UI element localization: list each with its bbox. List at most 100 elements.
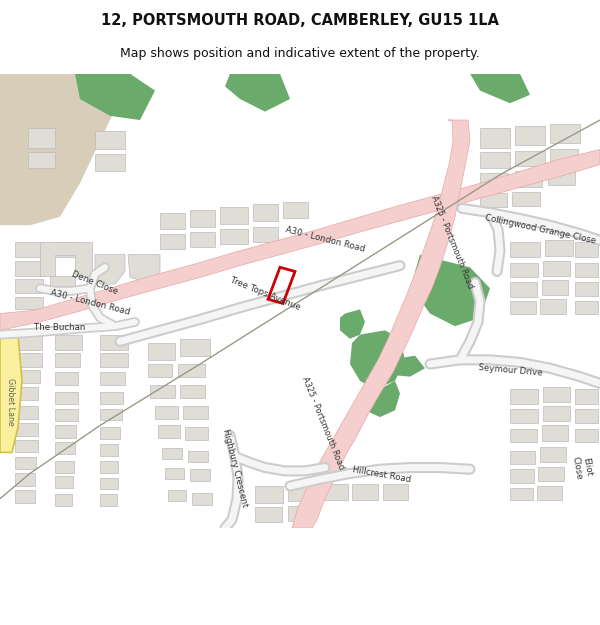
Polygon shape: [150, 385, 175, 398]
Polygon shape: [15, 423, 38, 436]
Polygon shape: [575, 429, 598, 442]
Polygon shape: [100, 372, 125, 385]
Text: The Buchan: The Buchan: [34, 323, 86, 332]
Polygon shape: [0, 149, 600, 331]
Polygon shape: [548, 171, 575, 185]
Polygon shape: [28, 152, 55, 168]
Polygon shape: [160, 213, 185, 229]
Polygon shape: [50, 242, 78, 257]
Polygon shape: [510, 301, 536, 314]
Text: Seymour Drive: Seymour Drive: [478, 362, 542, 378]
Polygon shape: [255, 486, 283, 503]
Polygon shape: [543, 261, 570, 276]
Polygon shape: [192, 492, 212, 504]
Polygon shape: [188, 451, 208, 462]
Polygon shape: [288, 506, 313, 521]
Polygon shape: [515, 151, 545, 166]
Polygon shape: [510, 488, 533, 501]
Polygon shape: [100, 392, 123, 404]
Polygon shape: [178, 364, 205, 377]
Polygon shape: [255, 507, 282, 522]
Polygon shape: [15, 279, 43, 292]
Polygon shape: [50, 276, 75, 288]
Polygon shape: [390, 356, 425, 377]
Polygon shape: [515, 126, 545, 145]
Polygon shape: [15, 387, 38, 400]
Polygon shape: [542, 280, 568, 295]
Polygon shape: [510, 389, 538, 404]
Polygon shape: [220, 229, 248, 244]
Polygon shape: [100, 444, 118, 456]
Polygon shape: [15, 457, 36, 469]
Polygon shape: [100, 494, 117, 506]
Polygon shape: [15, 473, 35, 486]
Text: Collingwood Grange Close: Collingwood Grange Close: [484, 213, 596, 246]
Polygon shape: [225, 74, 290, 112]
Polygon shape: [160, 234, 185, 249]
Polygon shape: [158, 426, 180, 438]
Polygon shape: [0, 74, 120, 225]
Polygon shape: [100, 461, 118, 472]
Polygon shape: [55, 353, 80, 367]
Text: Gibbet Lane: Gibbet Lane: [5, 378, 14, 426]
Polygon shape: [183, 406, 208, 419]
Polygon shape: [100, 427, 120, 439]
Polygon shape: [383, 484, 408, 499]
Polygon shape: [190, 469, 210, 481]
Polygon shape: [55, 392, 78, 404]
Polygon shape: [165, 468, 184, 479]
Polygon shape: [40, 242, 92, 276]
Polygon shape: [510, 282, 537, 297]
Polygon shape: [510, 469, 534, 482]
Polygon shape: [148, 364, 172, 377]
Polygon shape: [15, 242, 45, 257]
Polygon shape: [352, 484, 378, 499]
Text: A325 - Portsmouth Road: A325 - Portsmouth Road: [300, 375, 346, 471]
Polygon shape: [292, 120, 470, 528]
Polygon shape: [470, 74, 530, 103]
Polygon shape: [15, 440, 38, 452]
Polygon shape: [575, 263, 598, 278]
Polygon shape: [128, 254, 160, 282]
Polygon shape: [542, 426, 568, 441]
Polygon shape: [510, 242, 540, 257]
Polygon shape: [415, 254, 490, 326]
Polygon shape: [15, 370, 40, 383]
Polygon shape: [100, 478, 118, 489]
Polygon shape: [15, 353, 42, 367]
Polygon shape: [185, 427, 208, 440]
Polygon shape: [340, 309, 365, 339]
Polygon shape: [510, 429, 537, 442]
Polygon shape: [515, 171, 542, 186]
Polygon shape: [575, 301, 598, 314]
Polygon shape: [510, 409, 538, 423]
Polygon shape: [220, 207, 248, 224]
Polygon shape: [540, 448, 566, 462]
Polygon shape: [15, 490, 35, 503]
Polygon shape: [15, 261, 45, 276]
Polygon shape: [350, 331, 405, 389]
Polygon shape: [100, 353, 128, 367]
Polygon shape: [480, 193, 507, 207]
Polygon shape: [55, 372, 78, 385]
Polygon shape: [55, 442, 75, 454]
Polygon shape: [15, 297, 43, 309]
Polygon shape: [253, 227, 278, 242]
Polygon shape: [95, 154, 125, 171]
Polygon shape: [575, 282, 598, 296]
Polygon shape: [575, 389, 598, 404]
Polygon shape: [15, 334, 42, 350]
Polygon shape: [480, 173, 508, 188]
Text: Hillcrest Road: Hillcrest Road: [352, 465, 412, 484]
Polygon shape: [162, 448, 182, 459]
Polygon shape: [55, 494, 72, 506]
Polygon shape: [28, 129, 55, 148]
Polygon shape: [55, 476, 73, 488]
Polygon shape: [55, 334, 82, 350]
Polygon shape: [537, 486, 562, 499]
Polygon shape: [545, 241, 573, 256]
Polygon shape: [180, 385, 205, 398]
Text: Dene Close: Dene Close: [71, 269, 119, 296]
Polygon shape: [190, 210, 215, 227]
Polygon shape: [320, 484, 348, 499]
